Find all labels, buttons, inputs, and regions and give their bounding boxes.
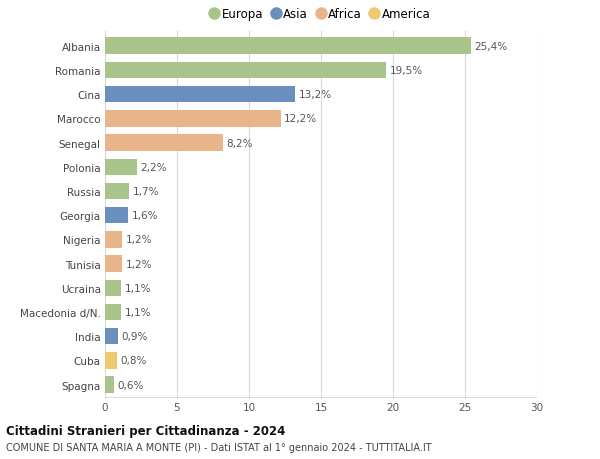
Bar [105, 328, 118, 345]
Bar [105, 111, 281, 127]
Text: 12,2%: 12,2% [284, 114, 317, 124]
Text: 1,6%: 1,6% [131, 211, 158, 221]
Bar [105, 87, 295, 103]
Text: 19,5%: 19,5% [389, 66, 422, 76]
Text: COMUNE DI SANTA MARIA A MONTE (PI) - Dati ISTAT al 1° gennaio 2024 - TUTTITALIA.: COMUNE DI SANTA MARIA A MONTE (PI) - Dat… [6, 442, 431, 452]
Bar [105, 256, 122, 272]
Text: 1,1%: 1,1% [124, 308, 151, 317]
Bar [105, 39, 471, 55]
Bar [105, 377, 113, 393]
Bar [105, 232, 122, 248]
Legend: Europa, Asia, Africa, America: Europa, Asia, Africa, America [210, 7, 432, 22]
Bar [105, 207, 128, 224]
Bar [105, 353, 116, 369]
Bar [105, 159, 137, 176]
Text: 0,9%: 0,9% [122, 331, 148, 341]
Text: 2,2%: 2,2% [140, 162, 167, 173]
Bar [105, 280, 121, 297]
Text: 1,1%: 1,1% [124, 283, 151, 293]
Text: 0,6%: 0,6% [117, 380, 143, 390]
Bar [105, 62, 386, 79]
Text: 1,2%: 1,2% [126, 235, 152, 245]
Bar [105, 135, 223, 151]
Text: 1,7%: 1,7% [133, 186, 160, 196]
Bar [105, 304, 121, 320]
Text: Cittadini Stranieri per Cittadinanza - 2024: Cittadini Stranieri per Cittadinanza - 2… [6, 425, 286, 437]
Text: 1,2%: 1,2% [126, 259, 152, 269]
Bar [105, 183, 130, 200]
Text: 25,4%: 25,4% [475, 42, 508, 51]
Text: 0,8%: 0,8% [120, 356, 146, 366]
Text: 13,2%: 13,2% [299, 90, 332, 100]
Text: 8,2%: 8,2% [227, 138, 253, 148]
